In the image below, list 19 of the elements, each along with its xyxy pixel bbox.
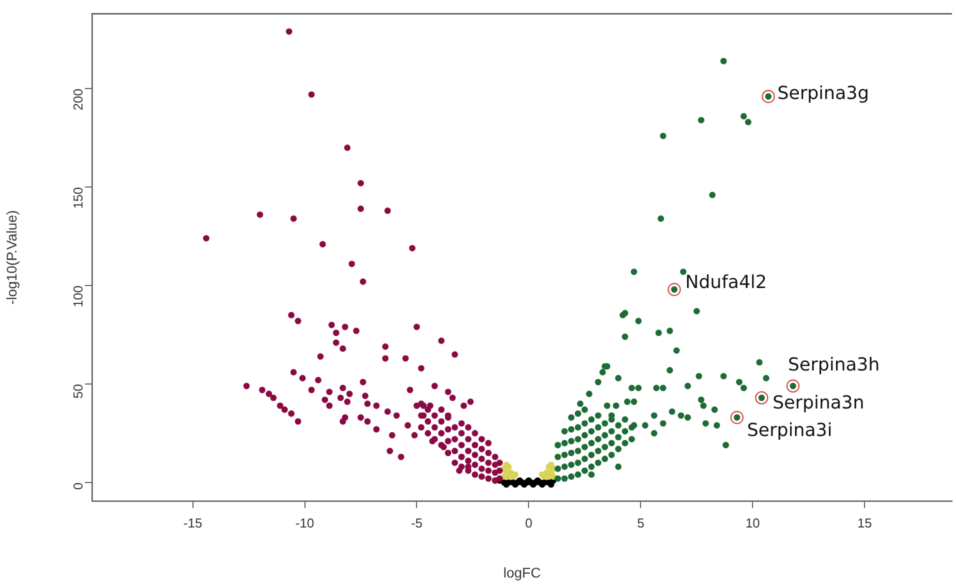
y-tick-label: 50 bbox=[70, 384, 86, 398]
x-tick-label: -10 bbox=[295, 515, 314, 530]
x-tick-label: 0 bbox=[525, 515, 532, 530]
annotation: Serpina3h bbox=[788, 354, 880, 376]
annotation: Serpina3n bbox=[772, 392, 864, 414]
x-tick-label: 5 bbox=[637, 515, 644, 530]
y-tick-label: 0 bbox=[70, 482, 86, 490]
x-tick-label: 10 bbox=[745, 515, 760, 530]
y-tick-label: 100 bbox=[70, 286, 86, 308]
y-axis-title: -log10(P.Value) bbox=[3, 210, 20, 305]
annotation: Serpina3g bbox=[777, 83, 870, 104]
x-axis-title: logFC bbox=[503, 564, 541, 580]
y-tick-label: 150 bbox=[70, 187, 86, 209]
x-tick-label: -5 bbox=[410, 515, 423, 530]
x-tick-label: -15 bbox=[183, 515, 202, 530]
x-tick-label: 15 bbox=[857, 515, 872, 530]
annotation: Serpina3i bbox=[747, 420, 832, 442]
y-tick-label: 200 bbox=[70, 88, 86, 110]
annotation: Ndufa4l2 bbox=[685, 272, 767, 294]
